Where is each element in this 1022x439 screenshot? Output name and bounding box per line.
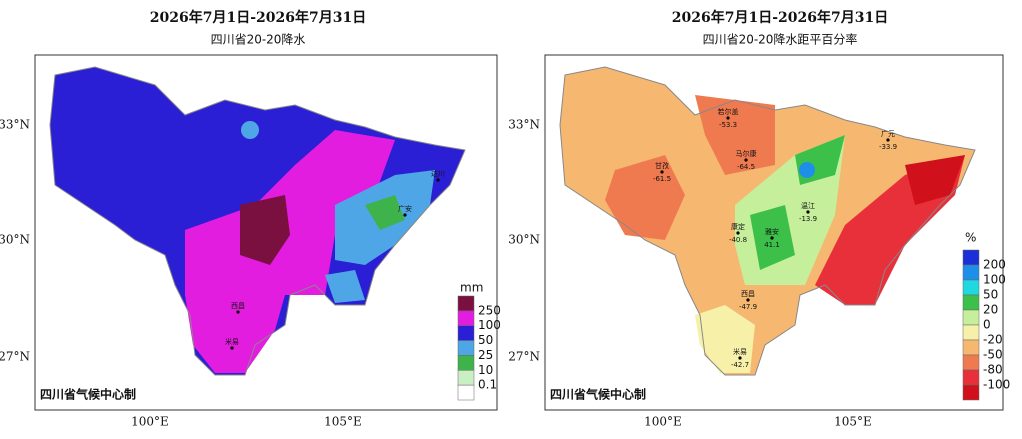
station-name: 西昌 xyxy=(741,290,755,298)
legend-swatch xyxy=(962,339,980,356)
station-dot xyxy=(806,210,810,214)
station-dot xyxy=(660,170,664,174)
station-dot xyxy=(736,231,740,235)
station-name: 广安 xyxy=(398,204,412,213)
station-value: -33.9 xyxy=(879,143,897,151)
station-dot xyxy=(738,356,742,360)
subtitle: 四川省20-20降水 xyxy=(211,33,306,47)
station-name: 马尔康 xyxy=(736,149,757,158)
legend-label: -50 xyxy=(983,348,1003,362)
station-dot xyxy=(436,178,440,182)
legend-swatch xyxy=(962,384,980,401)
station-value: -53.3 xyxy=(719,121,737,129)
legend-unit: % xyxy=(965,231,976,245)
station-name: 康定 xyxy=(731,222,745,231)
lat-label: 27°N xyxy=(0,350,30,364)
station-value: -61.5 xyxy=(653,175,671,183)
station-value: -40.8 xyxy=(729,236,747,244)
legend-swatch xyxy=(457,384,475,401)
legend-label: 0.1 xyxy=(478,378,497,392)
station-dot xyxy=(726,116,730,120)
lat-label: 33°N xyxy=(0,118,30,132)
lon-label: 105°E xyxy=(324,415,362,429)
credit: 四川省气候中心制 xyxy=(550,387,646,402)
legend-swatch xyxy=(962,279,980,296)
title: 2026年7月1日-2026年7月31日 xyxy=(150,9,366,26)
station-name: 甘孜 xyxy=(655,161,669,170)
station-name: 米易 xyxy=(733,347,747,356)
legend-swatch xyxy=(962,309,980,326)
lon-label: 100°E xyxy=(644,415,682,429)
legend-label: -80 xyxy=(983,363,1003,377)
legend-swatch xyxy=(457,355,475,371)
lon-label: 105°E xyxy=(834,415,872,429)
station-dot xyxy=(230,346,234,350)
legend-label: 100 xyxy=(983,273,1006,287)
station-dot xyxy=(236,310,240,314)
station-name: 广元 xyxy=(881,129,895,138)
station-value: -47.9 xyxy=(739,303,757,311)
legend-label: 10 xyxy=(478,363,493,377)
legend-swatch xyxy=(457,370,475,386)
lon-label: 100°E xyxy=(131,415,169,429)
title: 2026年7月1日-2026年7月31日 xyxy=(672,9,888,26)
station-dot xyxy=(746,298,750,302)
station-name: 温江 xyxy=(801,201,815,210)
station-dot xyxy=(770,236,774,240)
station-name: 西昌 xyxy=(231,302,245,310)
legend-label: -100 xyxy=(983,378,1010,392)
legend-swatch xyxy=(962,369,980,386)
legend-swatch xyxy=(962,249,980,266)
legend-swatch xyxy=(457,310,475,326)
legend-label: 50 xyxy=(478,333,493,347)
legend-swatch xyxy=(457,295,475,312)
legend-label: 50 xyxy=(983,288,998,302)
station-name: 达川 xyxy=(431,169,445,178)
legend-swatch xyxy=(457,325,475,341)
legend-swatch xyxy=(962,354,980,371)
legend-label: -20 xyxy=(983,333,1003,347)
station-value: 41.1 xyxy=(764,241,780,249)
legend-swatch xyxy=(457,340,475,356)
legend-swatch xyxy=(962,264,980,281)
credit: 四川省气候中心制 xyxy=(40,387,136,402)
legend-swatch xyxy=(962,324,980,341)
legend-swatch xyxy=(962,294,980,311)
legend-label: 250 xyxy=(478,303,501,317)
lat-label: 30°N xyxy=(0,233,30,247)
legend-label: 200 xyxy=(983,258,1006,272)
subtitle: 四川省20-20降水距平百分率 xyxy=(703,32,858,47)
legend-label: 100 xyxy=(478,318,501,332)
station-dot xyxy=(403,213,407,217)
legend-label: 0 xyxy=(983,318,991,332)
station-dot xyxy=(744,158,748,162)
station-value: -42.7 xyxy=(731,361,749,369)
legend-label: 20 xyxy=(983,303,998,317)
station-name: 雅安 xyxy=(765,227,779,236)
legend-unit: mm xyxy=(460,281,483,295)
legend-label: 25 xyxy=(478,348,493,362)
station-value: -64.5 xyxy=(737,163,755,171)
station-dot xyxy=(886,138,890,142)
map xyxy=(559,66,976,376)
lat-label: 27°N xyxy=(508,350,540,364)
lat-label: 33°N xyxy=(508,118,540,132)
station-value: -13.9 xyxy=(799,215,817,223)
station-name: 米易 xyxy=(225,337,239,346)
station-name: 若尔盖 xyxy=(718,107,739,116)
lat-label: 30°N xyxy=(508,233,540,247)
